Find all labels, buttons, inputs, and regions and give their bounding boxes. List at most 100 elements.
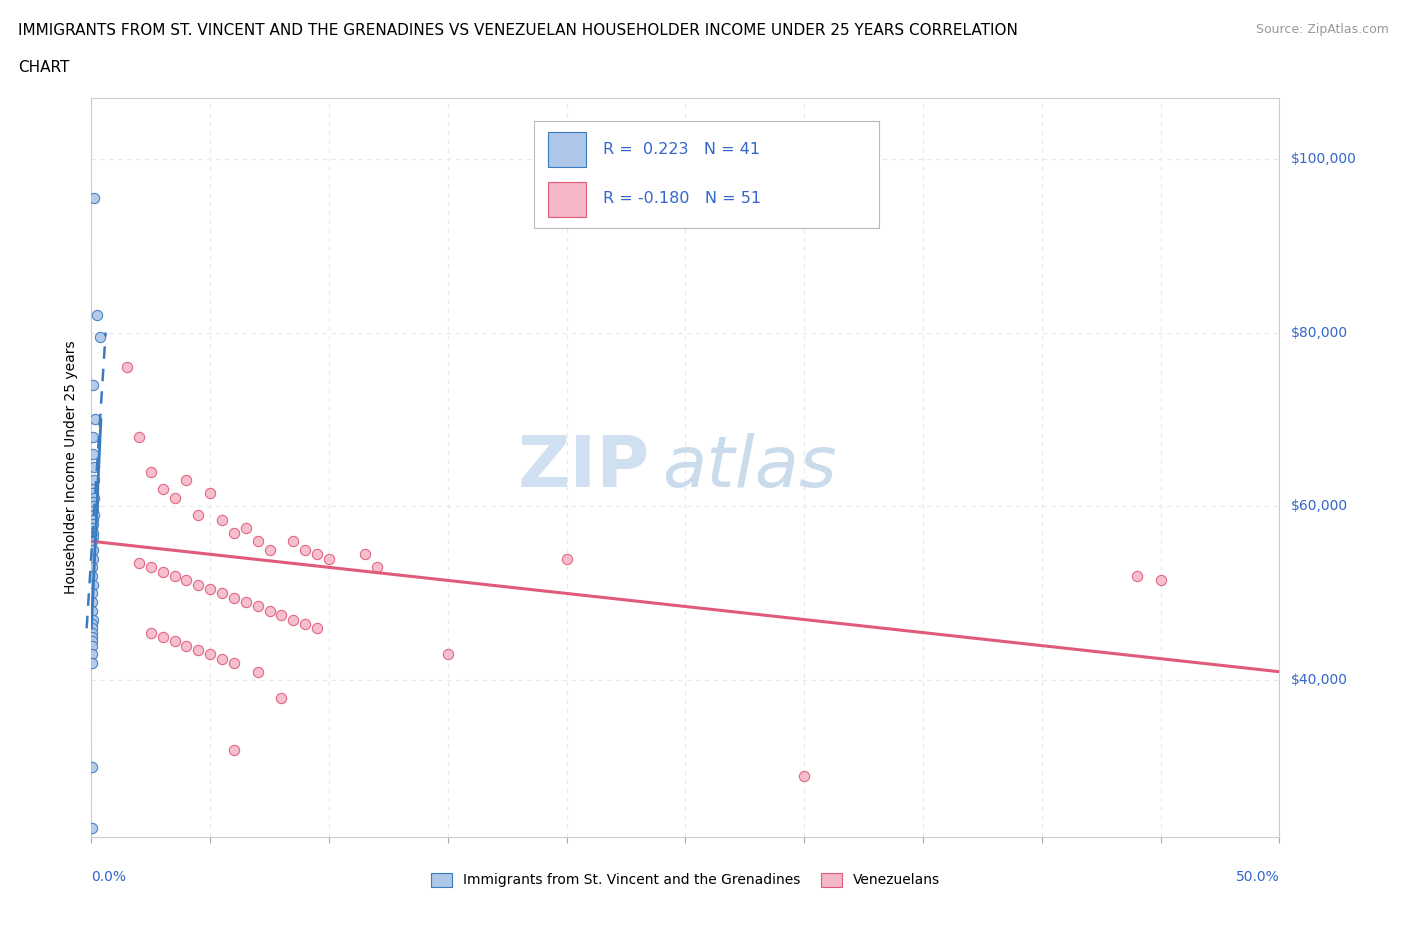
Point <box>307 547 329 562</box>
Point <box>84 412 107 427</box>
Point <box>222 742 245 757</box>
Point <box>1126 568 1149 583</box>
Text: R = -0.180   N = 51: R = -0.180 N = 51 <box>603 192 761 206</box>
Legend: Immigrants from St. Vincent and the Grenadines, Venezuelans: Immigrants from St. Vincent and the Gren… <box>425 867 946 893</box>
Point <box>82 617 104 631</box>
Point <box>187 643 209 658</box>
Point <box>82 516 104 531</box>
Point <box>82 638 104 653</box>
Point <box>222 525 245 540</box>
Point <box>222 656 245 671</box>
Text: $40,000: $40,000 <box>1291 673 1347 687</box>
Text: Source: ZipAtlas.com: Source: ZipAtlas.com <box>1256 23 1389 36</box>
Text: R =  0.223   N = 41: R = 0.223 N = 41 <box>603 142 761 157</box>
Point <box>82 604 104 618</box>
Point <box>307 621 329 636</box>
Text: 50.0%: 50.0% <box>1236 870 1279 884</box>
Point <box>89 329 111 344</box>
Point <box>82 495 104 510</box>
Point <box>152 630 174 644</box>
Point <box>82 542 104 557</box>
Point <box>128 555 150 570</box>
Point <box>82 586 104 601</box>
Point <box>163 490 186 505</box>
Point <box>235 594 257 609</box>
Point <box>270 690 292 705</box>
Point <box>366 560 388 575</box>
Bar <box>548 182 586 218</box>
Point <box>294 617 316 631</box>
Point <box>246 599 269 614</box>
Point <box>353 547 375 562</box>
Point <box>163 568 186 583</box>
Point <box>82 630 104 644</box>
Text: CHART: CHART <box>18 60 70 75</box>
Point <box>82 525 104 540</box>
Text: $60,000: $60,000 <box>1291 499 1348 513</box>
Point <box>82 625 104 640</box>
Point <box>222 591 245 605</box>
Point <box>246 664 269 679</box>
Point <box>555 551 578 566</box>
Point <box>139 625 162 640</box>
Point <box>86 308 108 323</box>
Point <box>211 651 233 666</box>
Point <box>318 551 340 566</box>
Point <box>82 499 104 514</box>
Point <box>82 560 104 575</box>
Point <box>294 542 316 557</box>
Point <box>82 378 104 392</box>
Point <box>82 634 104 649</box>
Point <box>211 512 233 527</box>
Text: ZIP: ZIP <box>517 432 650 502</box>
Text: $80,000: $80,000 <box>1291 326 1348 339</box>
Point <box>211 586 233 601</box>
Point <box>176 638 198 653</box>
Point <box>82 594 104 609</box>
Point <box>82 521 104 536</box>
Point <box>283 612 305 627</box>
Point <box>82 551 104 566</box>
Point <box>82 430 104 445</box>
Point <box>246 534 269 549</box>
Point <box>82 656 104 671</box>
Point <box>82 529 104 544</box>
Point <box>163 634 186 649</box>
Point <box>82 760 104 775</box>
Y-axis label: Householder Income Under 25 years: Householder Income Under 25 years <box>65 340 79 594</box>
Point <box>270 608 292 623</box>
Bar <box>548 132 586 166</box>
Point <box>793 769 815 784</box>
Text: atlas: atlas <box>662 432 837 502</box>
Text: 0.0%: 0.0% <box>91 870 127 884</box>
Point <box>176 473 198 488</box>
Point <box>187 578 209 592</box>
Point <box>83 490 105 505</box>
Point <box>200 647 222 662</box>
Text: IMMIGRANTS FROM ST. VINCENT AND THE GRENADINES VS VENEZUELAN HOUSEHOLDER INCOME : IMMIGRANTS FROM ST. VINCENT AND THE GREN… <box>18 23 1018 38</box>
Point <box>139 560 162 575</box>
Point <box>259 542 281 557</box>
Point <box>83 191 105 206</box>
Point <box>82 503 104 518</box>
Point <box>152 565 174 579</box>
Point <box>1149 573 1171 588</box>
Point <box>83 473 105 488</box>
Point <box>82 486 104 501</box>
Point <box>128 430 150 445</box>
Point <box>80 821 103 836</box>
Point <box>82 647 104 662</box>
Point <box>82 621 104 636</box>
Point <box>82 612 104 627</box>
Point <box>152 482 174 497</box>
Point <box>82 512 104 527</box>
Point <box>283 534 305 549</box>
Point <box>82 578 104 592</box>
Point <box>139 464 162 479</box>
Point <box>82 534 104 549</box>
Point <box>235 521 257 536</box>
Point <box>176 573 198 588</box>
Point <box>82 568 104 583</box>
Point <box>82 482 104 497</box>
Point <box>436 647 458 662</box>
